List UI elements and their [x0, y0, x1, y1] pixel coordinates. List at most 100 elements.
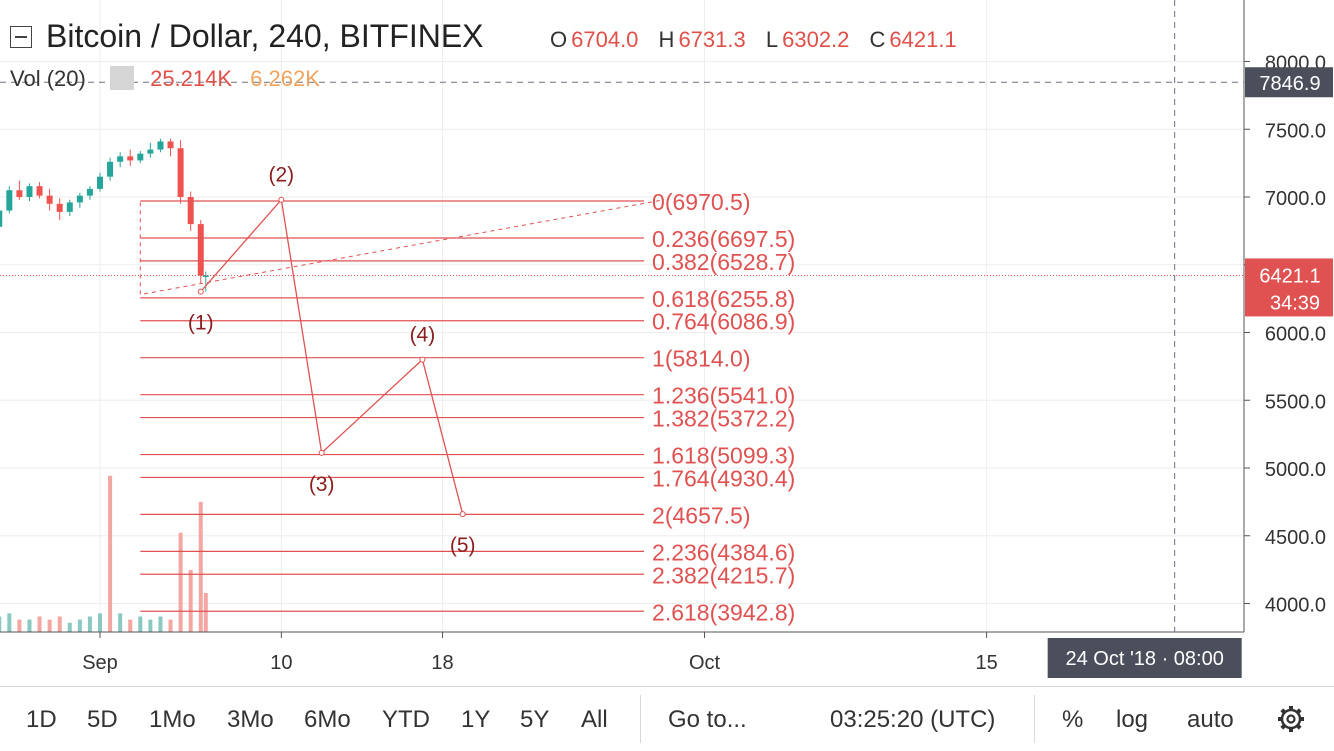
range-5d-button[interactable]: 5D: [87, 706, 118, 733]
time-tick-label: Oct: [689, 652, 721, 674]
volume-bar: [7, 613, 12, 632]
range-1y-button[interactable]: 1Y: [461, 706, 491, 733]
open-value: 6704.0: [571, 27, 639, 52]
volume-bar: [37, 616, 42, 632]
last-price-tag: [1245, 258, 1333, 317]
wave-point: [419, 356, 426, 363]
chart-header: Bitcoin / Dollar, 240, BITFINEX O 6704.0 …: [0, 0, 1244, 91]
gear-icon[interactable]: [1276, 704, 1306, 734]
fib-level-label: 2.382(4215.7): [652, 562, 795, 588]
time-tick-label: 15: [975, 652, 997, 674]
close-key: C: [869, 27, 886, 52]
low-key: L: [765, 27, 779, 52]
range-ytd-button[interactable]: YTD: [382, 706, 430, 733]
volume-bar: [98, 613, 102, 632]
bar-countdown-label: 34:39: [1270, 292, 1320, 314]
fibonacci-extension[interactable]: 0(6970.5) 0.236(6697.5)0.382(6528.7) 0.618…: [139, 189, 795, 625]
range-1mo-button[interactable]: 1Mo: [149, 706, 196, 733]
open-key: O: [550, 27, 568, 52]
wave-point: [459, 511, 466, 518]
range-3mo-button[interactable]: 3Mo: [227, 706, 274, 733]
candle-body: [167, 141, 174, 149]
volume-bar: [87, 616, 92, 632]
volume-bar: [178, 532, 183, 632]
ohlc-legend: O 6704.0 H 6731.3 L 6302.2 C 6421.1: [550, 27, 971, 53]
candle-body: [177, 148, 184, 197]
close-icon[interactable]: [109, 66, 134, 91]
price-tick-label: 7500.0: [1265, 120, 1326, 142]
volume-bar: [47, 619, 52, 632]
toolbar-divider: [640, 695, 641, 743]
percent-toggle[interactable]: %: [1062, 706, 1084, 733]
fib-level-label: 1(5814.0): [652, 346, 750, 372]
time-tick-label: Sep: [82, 652, 118, 674]
volume-bar: [118, 613, 123, 632]
symbol-title[interactable]: Bitcoin / Dollar, 240, BITFINEX: [46, 18, 484, 54]
log-toggle[interactable]: log: [1116, 706, 1149, 733]
wave-label: (3): [309, 473, 335, 496]
high-key: H: [658, 27, 675, 52]
candle-body: [197, 224, 204, 276]
wave-point: [318, 449, 325, 456]
fib-level-label: 0.764(6086.9): [652, 309, 795, 335]
wave-point: [278, 196, 285, 203]
candle-body: [127, 156, 134, 161]
fib-level-label: 1.764(4930.4): [652, 465, 795, 491]
fib-level-label: 1.236(5541.0): [652, 383, 795, 409]
candle-body: [76, 195, 83, 203]
candle-body: [56, 203, 63, 212]
wave-label: (5): [450, 534, 476, 557]
volume-bar: [108, 475, 113, 632]
time-tick-label: 10: [270, 652, 292, 674]
auto-toggle[interactable]: auto: [1187, 706, 1234, 733]
close-value: 6421.1: [889, 27, 957, 52]
range-6mo-button[interactable]: 6Mo: [304, 706, 351, 733]
high-value: 6731.3: [678, 27, 746, 52]
wave-label: (4): [410, 324, 436, 347]
volume-bars: [0, 475, 208, 632]
range-1d-button[interactable]: 1D: [26, 706, 57, 733]
crosshair-time-tag: [1047, 638, 1242, 678]
candle-body: [107, 161, 114, 177]
fib-level-label: 2(4657.5): [652, 502, 750, 528]
wave-label: (1): [188, 312, 214, 335]
candle-body: [157, 141, 164, 150]
fib-level-label: 0(6970.5): [652, 189, 750, 215]
price-tick-label: 4500.0: [1265, 527, 1326, 549]
candle-body: [187, 197, 194, 225]
fib-level-label: 2.236(4384.6): [652, 539, 795, 565]
candle-body: [86, 188, 93, 196]
candle-body: [202, 275, 209, 277]
fib-level-label: 0.382(6528.7): [652, 249, 795, 275]
elliott-wave[interactable]: (1) (2) (3) (4) (5): [188, 164, 476, 557]
collapse-icon[interactable]: [10, 26, 32, 48]
last-price-label: 6421.1: [1259, 265, 1320, 287]
fib-level-label: 1.382(5372.2): [652, 406, 795, 432]
trend-dashed-line: [139, 199, 665, 296]
range-all-button[interactable]: All: [581, 706, 608, 733]
price-tick-label: 5000.0: [1265, 459, 1326, 481]
utc-clock[interactable]: 03:25:20 (UTC): [830, 706, 996, 733]
toolbar-divider: [1034, 695, 1035, 743]
candle-body: [117, 156, 124, 162]
volume-bar: [57, 616, 62, 632]
crosshair-time-label: 24 Oct '18 · 08:00: [1065, 648, 1223, 670]
volume-bar: [168, 619, 173, 632]
go-to-button[interactable]: Go to...: [668, 706, 747, 733]
volume-bar: [148, 619, 153, 632]
range-5y-button[interactable]: 5Y: [520, 706, 550, 733]
volume-legend: Vol (20) 25.214K 6.262K: [10, 66, 320, 92]
price-tick-label: 4000.0: [1265, 595, 1326, 617]
volume-bar: [0, 616, 2, 632]
bottom-toolbar: 1D 5D 1Mo 3Mo 6Mo YTD 1Y 5Y All Go to...…: [0, 686, 1334, 751]
price-chart[interactable]: 0(6970.5) 0.236(6697.5)0.382(6528.7) 0.618…: [0, 0, 1334, 686]
chart-overlay: 7846.9 24 Oct '18 · 08:00 6421.1 34:39: [0, 0, 1333, 678]
candle-body: [46, 195, 53, 204]
candle-body: [16, 190, 23, 197]
volume-bar: [203, 592, 208, 632]
candle-body: [26, 186, 33, 197]
time-tick-label: 18: [431, 652, 453, 674]
low-value: 6302.2: [782, 27, 850, 52]
volume-label[interactable]: Vol (20): [10, 66, 86, 91]
volume-value: 25.214K: [150, 66, 233, 91]
